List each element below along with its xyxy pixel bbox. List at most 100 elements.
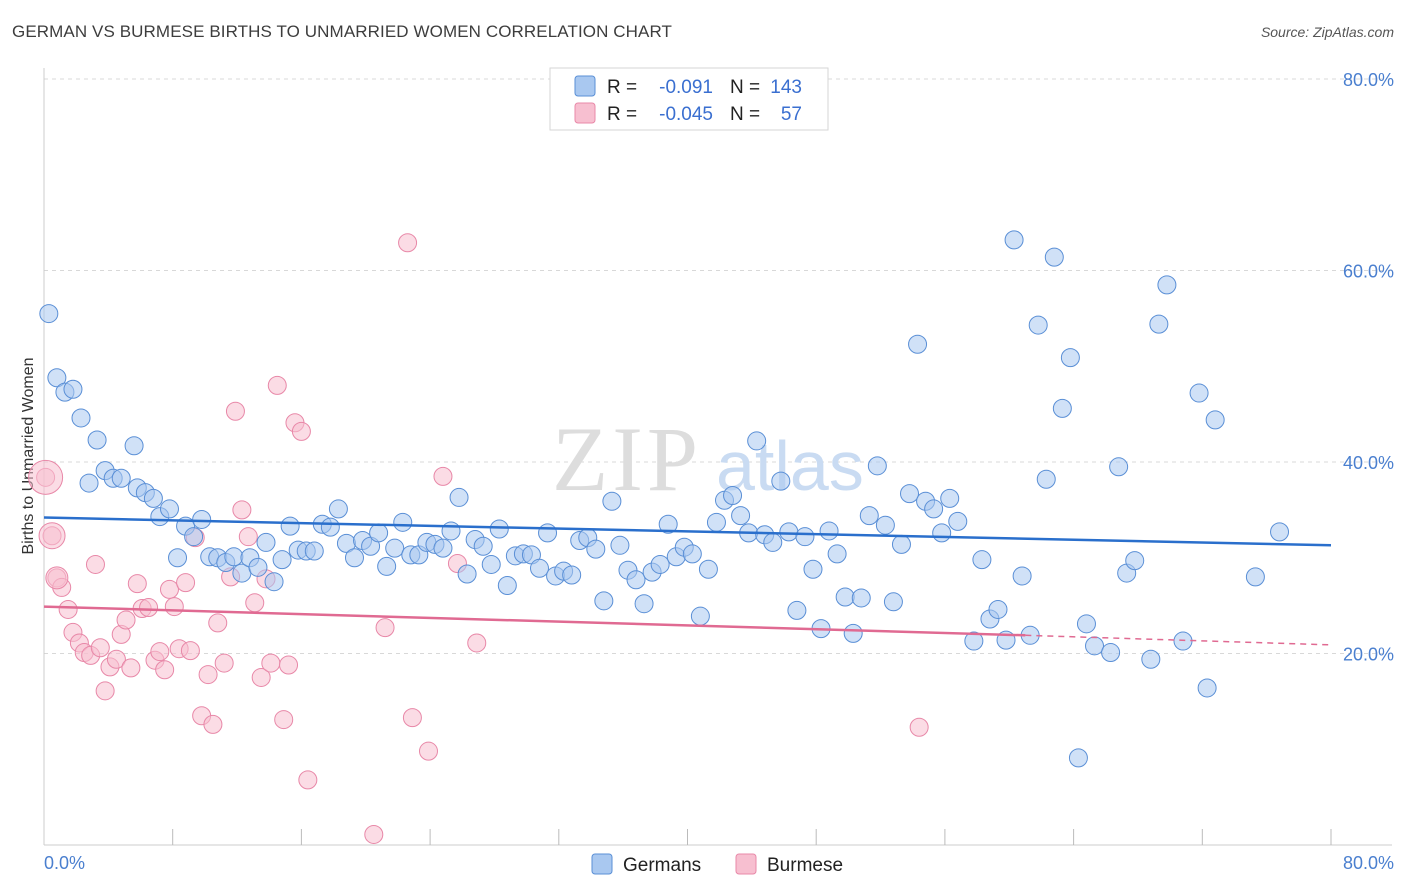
german-point-124[interactable]	[1044, 247, 1064, 267]
burmese-point-32[interactable]	[208, 613, 228, 633]
burmese-point-26[interactable]	[176, 573, 196, 593]
series-legend-label-germans[interactable]: Germans	[623, 855, 701, 876]
german-point-125[interactable]	[1052, 398, 1072, 418]
german-point-126[interactable]	[1060, 348, 1080, 368]
german-point-88[interactable]	[747, 431, 767, 451]
german-point-94[interactable]	[795, 527, 815, 547]
german-point-133[interactable]	[1125, 551, 1145, 571]
burmese-point-47[interactable]	[298, 770, 318, 790]
german-point-110[interactable]	[924, 499, 944, 519]
german-point-86[interactable]	[731, 506, 751, 526]
german-point-101[interactable]	[851, 588, 871, 608]
german-point-57[interactable]	[497, 576, 517, 596]
burmese-point-23[interactable]	[159, 579, 179, 599]
german-point-92[interactable]	[779, 522, 799, 542]
burmese-point-37[interactable]	[238, 527, 258, 547]
german-point-128[interactable]	[1076, 614, 1096, 634]
german-point-33[interactable]	[304, 541, 324, 561]
german-point-93[interactable]	[787, 600, 807, 620]
german-point-42[interactable]	[377, 556, 397, 576]
burmese-point-21[interactable]	[150, 642, 170, 662]
german-point-122[interactable]	[1028, 315, 1048, 335]
german-point-68[interactable]	[586, 539, 606, 559]
german-point-56[interactable]	[489, 519, 509, 539]
german-point-138[interactable]	[1189, 383, 1209, 403]
german-point-30[interactable]	[280, 516, 300, 536]
german-point-120[interactable]	[1012, 566, 1032, 586]
german-point-43[interactable]	[385, 538, 405, 558]
german-point-35[interactable]	[320, 517, 340, 537]
burmese-point-9[interactable]	[85, 554, 105, 574]
german-point-54[interactable]	[473, 536, 493, 556]
burmese-point-15[interactable]	[116, 610, 136, 630]
german-point-112[interactable]	[940, 488, 960, 508]
burmese-point-27[interactable]	[180, 641, 200, 661]
series-legend-swatch-germans[interactable]	[591, 853, 613, 875]
german-point-100[interactable]	[843, 623, 863, 643]
burmese-point-33[interactable]	[214, 653, 234, 673]
german-point-108[interactable]	[908, 334, 928, 354]
german-point-29[interactable]	[272, 550, 292, 570]
burmese-large-point-1[interactable]	[38, 522, 66, 550]
german-point-135[interactable]	[1149, 314, 1169, 334]
burmese-point-38[interactable]	[245, 593, 265, 613]
german-point-99[interactable]	[835, 587, 855, 607]
german-point-139[interactable]	[1197, 678, 1217, 698]
german-point-41[interactable]	[369, 523, 389, 543]
german-point-117[interactable]	[988, 599, 1008, 619]
german-point-73[interactable]	[626, 570, 646, 590]
burmese-point-50[interactable]	[398, 233, 418, 253]
german-point-82[interactable]	[698, 559, 718, 579]
burmese-point-22[interactable]	[155, 660, 175, 680]
german-point-13[interactable]	[143, 488, 163, 508]
german-point-26[interactable]	[248, 557, 268, 577]
german-point-76[interactable]	[650, 554, 670, 574]
german-point-102[interactable]	[859, 506, 879, 526]
german-point-18[interactable]	[184, 527, 204, 547]
german-point-103[interactable]	[867, 456, 887, 476]
burmese-point-13[interactable]	[106, 649, 126, 669]
german-point-106[interactable]	[891, 534, 911, 554]
burmese-point-35[interactable]	[225, 401, 245, 421]
german-point-10[interactable]	[124, 436, 144, 456]
german-point-1[interactable]	[47, 368, 67, 388]
burmese-point-43[interactable]	[274, 710, 294, 730]
burmese-point-52[interactable]	[418, 741, 438, 761]
german-point-83[interactable]	[706, 512, 726, 532]
german-point-131[interactable]	[1109, 457, 1129, 477]
german-point-134[interactable]	[1141, 649, 1161, 669]
german-point-28[interactable]	[264, 572, 284, 592]
german-point-16[interactable]	[168, 548, 188, 568]
german-point-130[interactable]	[1101, 643, 1121, 663]
burmese-point-51[interactable]	[402, 708, 422, 728]
burmese-point-36[interactable]	[232, 500, 252, 520]
german-point-114[interactable]	[964, 631, 984, 651]
german-point-113[interactable]	[948, 511, 968, 531]
german-point-0[interactable]	[39, 304, 59, 324]
german-point-51[interactable]	[449, 487, 469, 507]
german-point-62[interactable]	[538, 523, 558, 543]
burmese-point-24[interactable]	[164, 597, 184, 617]
german-point-104[interactable]	[875, 515, 895, 535]
german-point-97[interactable]	[819, 521, 839, 541]
german-point-119[interactable]	[1004, 230, 1024, 250]
german-point-9[interactable]	[111, 468, 131, 488]
german-point-36[interactable]	[328, 499, 348, 519]
german-point-44[interactable]	[393, 512, 413, 532]
german-point-136[interactable]	[1157, 275, 1177, 295]
burmese-point-19[interactable]	[139, 598, 159, 618]
german-point-69[interactable]	[594, 591, 614, 611]
german-point-6[interactable]	[87, 430, 107, 450]
burmese-point-31[interactable]	[203, 714, 223, 734]
german-point-70[interactable]	[602, 491, 622, 511]
german-point-65[interactable]	[562, 565, 582, 585]
german-point-19[interactable]	[192, 509, 212, 529]
german-point-91[interactable]	[771, 471, 791, 491]
german-point-15[interactable]	[159, 499, 179, 519]
german-point-23[interactable]	[224, 547, 244, 567]
burmese-large-point-0[interactable]	[28, 459, 64, 495]
german-point-140[interactable]	[1205, 410, 1225, 430]
burmese-point-46[interactable]	[291, 421, 311, 441]
burmese-point-30[interactable]	[198, 665, 218, 685]
series-legend-swatch-burmese[interactable]	[735, 853, 757, 875]
